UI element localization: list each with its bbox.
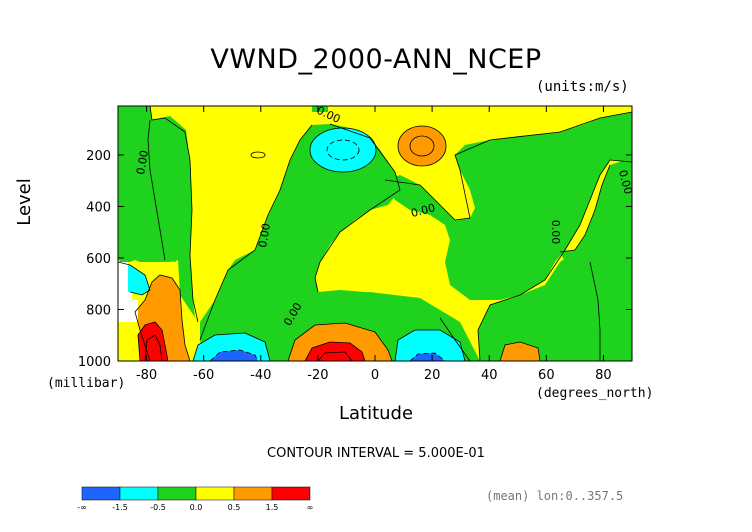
contour-value-label: 0.00 [549,220,562,245]
contour-lines [118,106,632,361]
y-tick-label: 400 [86,200,111,215]
x-tick-label: -20 [307,368,328,383]
colorbar-label: 1.5 [266,503,279,512]
x-tick-label: 20 [424,368,441,383]
fill-green-tropical-upper [385,112,632,300]
y-axis-units: (millibar) [47,376,126,391]
contour-line-h [589,261,601,361]
x-tick-label: 40 [481,368,498,383]
fill-green-top-strip-eq [312,106,328,112]
fill-red-tropic-surface [305,342,365,361]
colorbar-label: -0.5 [150,503,166,512]
mean-footer-text: (mean) lon:0..357.5 [486,489,624,503]
contour-upper-cyan-inner-dashed [326,139,360,161]
x-tick-label: -40 [250,368,271,383]
x-tick-label: -60 [193,368,214,383]
contour-fill-group [118,106,632,361]
contour-sh-cyan-outline [192,332,271,361]
contour-labels: 0.000.000.000.000.000.000.00 [134,104,635,328]
fill-cyan-nh-surface [395,330,465,361]
fill-blue-nh-surface [410,353,445,361]
contour-tropic-orange-outline [287,322,393,361]
contour-upper-orange-outline [397,125,447,167]
colorbar-label: ∞ [307,503,314,512]
contour-upper-orange-inner [409,135,435,157]
x-axis: -80 -60 -40 -20 0 20 40 60 80 [136,106,612,383]
colorbar-swatch [119,486,159,501]
contour-sh-small-cyan [118,261,151,296]
contour-sh-cyan-dashed [209,349,259,361]
fill-yellow-upper-sh-spot [251,152,265,158]
y-tick-label: 800 [86,303,111,318]
colorbar-swatch [233,486,273,501]
contour-line-e [384,111,632,221]
contour-line-a [149,106,199,323]
x-tick-label: 0 [371,368,379,383]
contour-line-d [314,123,401,293]
fill-orange-nh-surface [500,342,540,361]
contour-value-label: 0.00 [410,201,437,220]
x-axis-units: (degrees_north) [536,386,654,401]
y-axis: 200 400 600 800 1000 [78,149,632,370]
contour-line-c [199,124,313,341]
contour-south-surface-inner-2 [144,334,163,361]
fill-missing-antarctic-3 [132,300,138,322]
colorbar-label: -1.5 [112,503,128,512]
contour-upper-cyan-outline [309,127,377,173]
fill-orange-upper-north [398,126,446,166]
colorbar-swatch [195,486,235,501]
chart-title: VWND_2000-ANN_NCEP [210,44,542,75]
y-tick-label: 600 [86,252,111,267]
colorbar-swatch [271,486,311,501]
fill-green-north-column [560,160,632,361]
contour-south-surface-outline [134,274,191,361]
contour-nh-cyan-dashed [409,352,446,361]
contour-tropic-red-inner [317,351,353,361]
y-tick-label: 200 [86,149,111,164]
units-label: (units:m/s) [536,79,629,95]
contour-south-surface-inner [137,321,169,361]
colorbar-swatch [157,486,197,501]
contour-nh-orange-outline [499,341,541,361]
fill-cyan-upper-south [310,128,376,172]
fill-missing-antarctic-1 [118,262,128,292]
contour-line-b [147,119,166,261]
fill-missing-antarctic-2 [118,292,132,322]
fill-green-top-strip-sh [118,106,140,110]
contour-line-f [477,159,632,361]
x-tick-label: -80 [136,368,157,383]
x-tick-label: 80 [595,368,612,383]
contour-line-g [559,164,611,253]
contour-value-label: 0.00 [134,149,151,175]
fill-blue-sh-surface [210,350,258,361]
x-axis-label: Latitude [338,403,414,424]
colorbar-label: 0.5 [228,503,241,512]
contour-nh-cyan-outline [394,329,466,361]
x-tick-label: 60 [538,368,555,383]
contour-value-label: 0.00 [616,169,635,196]
colorbar-swatch [81,486,121,501]
contour-value-label: 0.00 [256,222,273,248]
contour-tropic-red-outline [304,341,366,361]
fill-green-south-column-inner [148,116,191,262]
colorbar-label: 0.0 [190,503,203,512]
contour-sh-spot [250,151,266,159]
colorbar: -∞ -1.5 -0.5 0.0 0.5 1.5 ∞ [77,486,314,512]
colorbar-label: -∞ [77,503,87,512]
fill-green-subtropic-north [478,255,600,361]
y-tick-label: 1000 [78,355,111,370]
contour-interval-text: CONTOUR INTERVAL = 5.000E-01 [267,446,485,461]
contour-line-i [439,317,471,361]
